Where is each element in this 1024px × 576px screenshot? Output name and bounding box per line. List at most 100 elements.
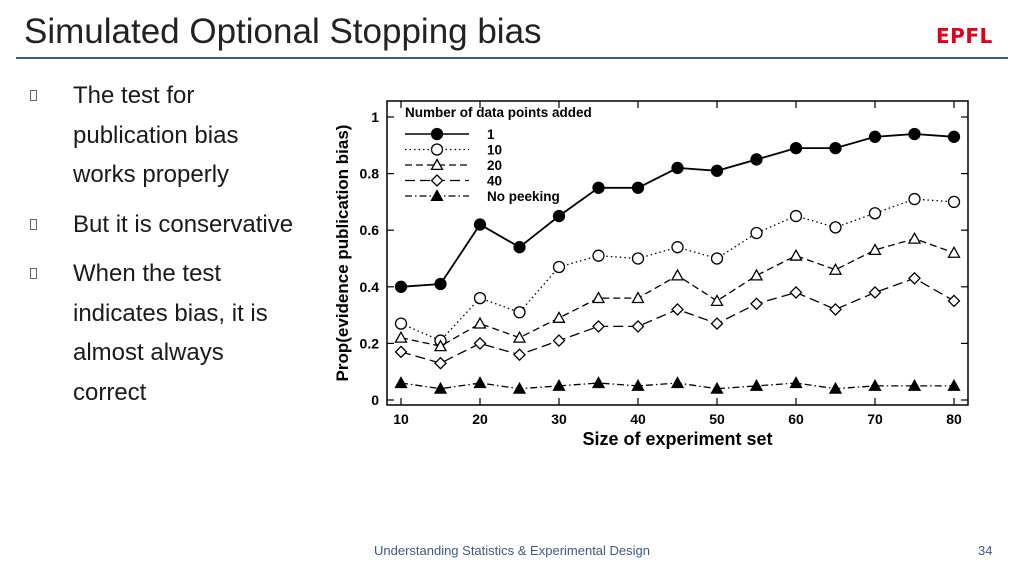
series-point: [947, 294, 961, 308]
series-point: [710, 317, 724, 331]
x-tick-label: 70: [867, 411, 883, 427]
series-point: [473, 336, 487, 350]
series-1: [394, 192, 961, 347]
series-point: [710, 252, 724, 265]
series-point: [829, 141, 842, 155]
x-axis-label: Size of experiment set: [582, 429, 772, 449]
series-point: [947, 195, 961, 209]
bullet-marker-icon: [30, 268, 37, 279]
y-tick-label: 0.2: [360, 335, 380, 351]
series-point: [473, 291, 487, 305]
series-point: [710, 381, 724, 394]
bullet-marker-icon: [30, 218, 37, 230]
slide-title: Simulated Optional Stopping bias: [24, 12, 542, 51]
bullet-item: But it is conservative: [30, 205, 300, 245]
y-tick-label: 1: [371, 109, 379, 125]
series-point: [907, 379, 922, 391]
series-point: [631, 252, 645, 265]
legend-marker: [430, 143, 444, 156]
x-tick-label: 10: [393, 411, 409, 427]
series-3: [394, 271, 961, 370]
series-point: [750, 297, 763, 311]
series-point: [947, 130, 961, 143]
x-tick-label: 20: [472, 411, 488, 427]
y-tick-label: 0.6: [360, 222, 380, 238]
series-point: [512, 381, 527, 394]
legend-label: 20: [487, 158, 502, 173]
series-point: [592, 249, 605, 262]
bullet-text: But it is conservative: [73, 210, 294, 238]
series-point: [947, 246, 961, 258]
series-point: [552, 379, 566, 391]
series-point: [433, 339, 448, 352]
page-number: 34: [978, 543, 993, 558]
series-point: [868, 286, 882, 299]
legend-marker: [430, 158, 444, 171]
series-point: [789, 248, 803, 261]
x-tick-label: 30: [551, 411, 567, 427]
series-point: [592, 320, 605, 333]
series-point: [671, 303, 684, 316]
legend-label: No peeking: [487, 189, 560, 204]
bullet-text: When the test indicates bias, it is almo…: [73, 260, 268, 406]
series-point: [671, 241, 684, 254]
series-point: [631, 320, 645, 333]
series-point: [434, 356, 447, 370]
series-point: [749, 379, 764, 391]
series-point: [908, 127, 921, 141]
legend-marker: [430, 174, 444, 187]
epfl-logo: EPFL: [936, 24, 993, 48]
x-tick-label: 80: [946, 411, 962, 427]
series-point: [513, 306, 526, 319]
series-point: [671, 161, 684, 175]
series-point: [829, 221, 842, 234]
series-point: [749, 268, 764, 281]
series-point: [789, 286, 803, 299]
series-point: [829, 303, 842, 316]
legend-label: 10: [487, 143, 502, 158]
legend-marker: [430, 127, 444, 141]
bullet-list: The test for publication bias works prop…: [30, 76, 300, 422]
series-point: [828, 262, 843, 275]
series-0: [394, 127, 961, 293]
series-point: [592, 181, 605, 194]
series-point: [631, 379, 645, 391]
series-point: [433, 381, 448, 394]
series-point: [552, 311, 566, 323]
series-point: [591, 376, 606, 389]
series-point: [552, 209, 566, 223]
series-point: [473, 376, 487, 389]
series-point: [394, 280, 408, 293]
series-point: [513, 348, 526, 362]
legend-marker: [430, 189, 444, 202]
series-4: [394, 376, 961, 394]
chart-container: 0 0.2 0.4 0.6 0.8 1 10 20 30 40 50 60 70 80 Size of ex…: [320, 92, 980, 462]
series-point: [394, 317, 408, 330]
series-point: [394, 345, 408, 359]
series-point: [552, 260, 566, 274]
series-point: [552, 334, 566, 347]
series-point: [670, 376, 685, 389]
series-point: [394, 330, 408, 343]
y-tick-label: 0.8: [360, 166, 380, 182]
series-point: [591, 291, 606, 304]
y-tick-label: 0: [371, 392, 379, 408]
legend-label: 1: [487, 127, 495, 142]
series-point: [710, 294, 724, 307]
y-axis-label: Prop(evidence publication bias): [333, 125, 352, 382]
series-point: [513, 241, 526, 254]
y-tick-label: 0.4: [360, 279, 380, 295]
series-point: [473, 316, 487, 329]
series-point: [631, 291, 645, 304]
title-divider: [16, 57, 1008, 59]
bullet-item: The test for publication bias works prop…: [30, 76, 300, 195]
series-point: [750, 153, 763, 166]
series-point: [710, 164, 724, 177]
x-tick-label: 40: [630, 411, 646, 427]
series-point: [434, 277, 447, 291]
x-tick-label: 50: [709, 411, 725, 427]
bullet-marker-icon: [30, 90, 37, 101]
series-point: [868, 379, 882, 391]
